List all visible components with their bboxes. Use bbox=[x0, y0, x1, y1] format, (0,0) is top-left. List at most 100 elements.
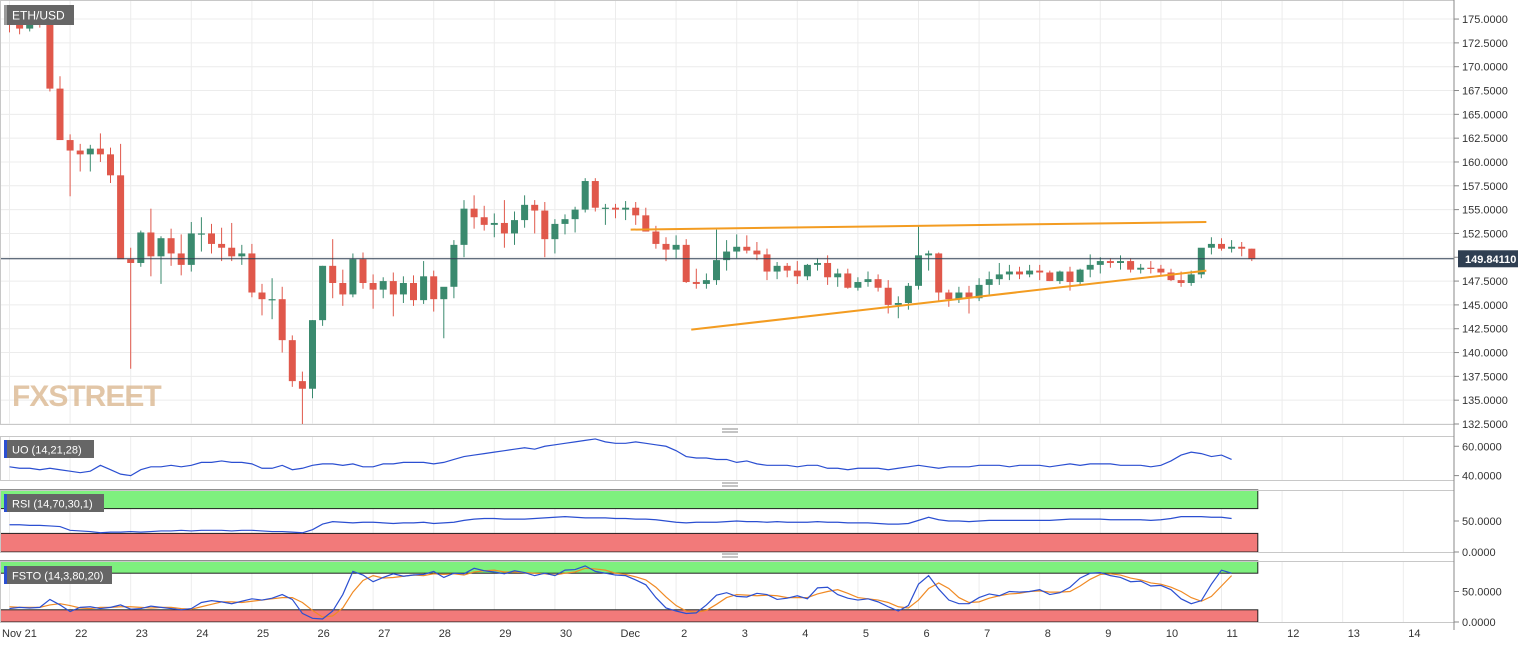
rsi-panel-label[interactable]: RSI (14,70,30,1) bbox=[4, 494, 104, 512]
candle-body bbox=[551, 223, 559, 240]
candle bbox=[369, 274, 377, 309]
fsto-oversold-zone bbox=[0, 609, 1259, 623]
candle bbox=[1036, 264, 1044, 281]
candle-body bbox=[1127, 261, 1135, 270]
price-axis-label: 170.0000 bbox=[1462, 62, 1508, 74]
candle bbox=[1117, 255, 1124, 270]
grid-lines bbox=[0, 0, 1454, 622]
candle-body bbox=[16, 22, 24, 29]
candle-body bbox=[702, 280, 710, 284]
candle-body bbox=[601, 207, 609, 209]
price-axis-label: 140.0000 bbox=[1462, 348, 1508, 360]
candle-body bbox=[248, 253, 256, 293]
price-axis-label: 147.5000 bbox=[1462, 276, 1508, 288]
candle-body bbox=[783, 265, 791, 271]
candlestick-series bbox=[6, 11, 1256, 424]
candle bbox=[541, 201, 549, 258]
candle bbox=[844, 268, 852, 289]
candle-body bbox=[187, 233, 195, 265]
indicator-bands bbox=[0, 489, 1259, 623]
fsto-label-text: FSTO (14,3,80,20) bbox=[12, 571, 104, 583]
candle bbox=[399, 276, 407, 303]
candle bbox=[1056, 270, 1064, 284]
candle-body bbox=[480, 217, 488, 225]
candle-body bbox=[147, 232, 155, 257]
candle-body bbox=[288, 340, 296, 382]
candle-body bbox=[743, 246, 751, 251]
candle bbox=[298, 371, 306, 424]
time-axis-label: 6 bbox=[924, 628, 930, 640]
candle bbox=[824, 255, 832, 285]
candle-body bbox=[430, 276, 438, 300]
uo-resize-handle[interactable] bbox=[722, 428, 738, 433]
candle bbox=[551, 219, 559, 254]
candle bbox=[1106, 258, 1114, 268]
candle bbox=[1207, 237, 1215, 255]
chart-frame bbox=[0, 0, 1455, 630]
candle-body bbox=[915, 255, 922, 286]
time-axis-label: 29 bbox=[499, 628, 511, 640]
candle bbox=[339, 269, 347, 306]
candle-body bbox=[975, 284, 983, 299]
candle-body bbox=[1228, 246, 1236, 249]
candle bbox=[874, 274, 882, 292]
candle-body bbox=[985, 279, 993, 285]
candle bbox=[86, 144, 94, 172]
candle-body bbox=[1016, 271, 1023, 275]
rsi-resize-handle[interactable] bbox=[722, 482, 738, 487]
candle bbox=[531, 200, 539, 234]
candle-body bbox=[218, 243, 226, 248]
candle bbox=[1026, 264, 1034, 278]
candle bbox=[995, 262, 1003, 285]
candle-body bbox=[117, 175, 125, 260]
fsto-panel-label[interactable]: FSTO (14,3,80,20) bbox=[4, 566, 112, 584]
time-axis-label: 5 bbox=[863, 628, 869, 640]
candle bbox=[521, 195, 529, 228]
candle bbox=[46, 20, 54, 92]
candle-body bbox=[460, 208, 468, 245]
time-axis-label: 26 bbox=[318, 628, 330, 640]
price-axis-label: 160.0000 bbox=[1462, 157, 1508, 169]
candle-body bbox=[1137, 267, 1145, 270]
candle bbox=[894, 296, 902, 319]
candle-body bbox=[1086, 264, 1094, 270]
candle bbox=[389, 272, 397, 317]
candle-body bbox=[389, 281, 397, 295]
price-axis-label: 172.5000 bbox=[1462, 38, 1508, 50]
candle bbox=[268, 278, 276, 320]
candle-body bbox=[410, 282, 417, 301]
candle-body bbox=[137, 232, 145, 263]
price-axis-label: 135.0000 bbox=[1462, 395, 1508, 407]
candle bbox=[1197, 247, 1205, 279]
candle-body bbox=[339, 282, 347, 295]
candle bbox=[218, 227, 226, 262]
candle bbox=[803, 263, 811, 281]
candle-body bbox=[1117, 261, 1124, 263]
uo-panel-label[interactable]: UO (14,21,28) bbox=[4, 440, 94, 458]
panel-border bbox=[0, 436, 1455, 481]
candle bbox=[743, 235, 751, 254]
candle-body bbox=[66, 140, 74, 151]
candle-body bbox=[268, 299, 276, 301]
candle-body bbox=[662, 243, 670, 250]
candle bbox=[612, 203, 619, 219]
candle-body bbox=[157, 238, 165, 257]
time-axis-label: 7 bbox=[984, 628, 990, 640]
indicator-axis-label: 60.0000 bbox=[1462, 441, 1502, 453]
candle-body bbox=[672, 244, 680, 250]
candle bbox=[601, 203, 609, 225]
candle bbox=[127, 247, 135, 369]
trendline-upper bbox=[630, 221, 1207, 231]
candle bbox=[76, 143, 84, 172]
candle bbox=[945, 289, 953, 307]
candle-body bbox=[834, 273, 842, 278]
candle bbox=[208, 223, 215, 254]
symbol-label[interactable]: ETH/USD bbox=[4, 5, 74, 25]
candle-body bbox=[844, 273, 852, 288]
last-price-text: 149.84110 bbox=[1465, 254, 1516, 266]
axes: 175.0000 172.5000 170.0000 167.5000 165.0000… bbox=[2, 14, 1508, 640]
candle bbox=[450, 240, 458, 299]
fsto-resize-handle[interactable] bbox=[722, 553, 738, 558]
candle bbox=[238, 244, 246, 265]
